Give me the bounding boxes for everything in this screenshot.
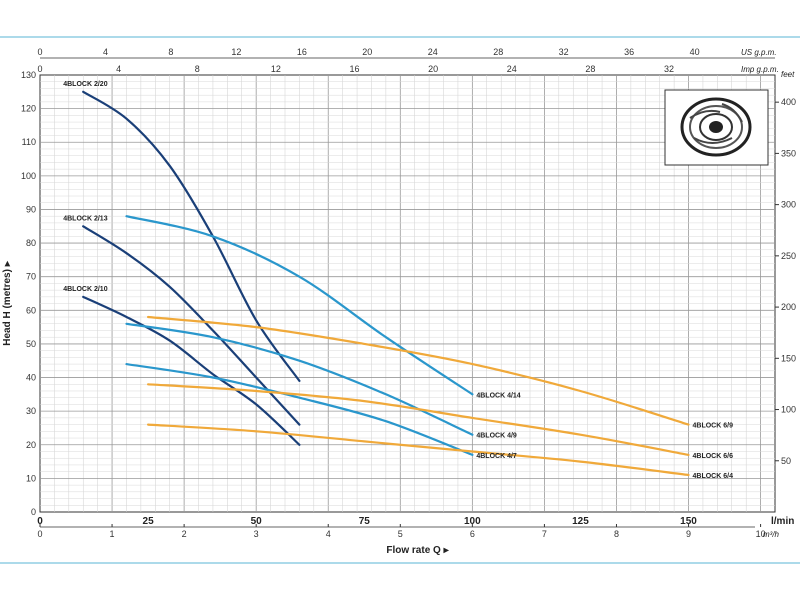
curve-4block-2-13 (82, 225, 301, 426)
imp-gpm-tick-label: 4 (116, 64, 121, 74)
curve-4block-2-20 (82, 90, 301, 382)
imp-gpm-tick-label: 12 (271, 64, 281, 74)
curve-label: 4BLOCK 6/9 (693, 423, 734, 430)
m3h-tick-label: 8 (614, 529, 619, 539)
y-tick-label: 10 (26, 473, 36, 483)
m3h-tick-label: 9 (686, 529, 691, 539)
y-right-tick-label: 250 (781, 251, 796, 261)
imp-gpm-tick-label: 8 (195, 64, 200, 74)
us-gpm-tick-label: 0 (37, 47, 42, 57)
curve-4block-4-9 (125, 322, 474, 436)
m3h-tick-label: 3 (254, 529, 259, 539)
curve-label: 4BLOCK 4/14 (476, 392, 520, 399)
y-right-tick-label: 100 (781, 405, 796, 415)
m3h-unit: m³/h (763, 530, 780, 539)
plot-frame (39, 74, 776, 513)
imp-gpm-tick-label: 28 (585, 64, 595, 74)
m3h-tick-label: 0 (37, 529, 42, 539)
curve-4block-4-14 (125, 215, 474, 396)
imp-gpm-tick-label: 24 (507, 64, 517, 74)
axes: 0102030405060708090100110120130501001502… (2, 47, 796, 556)
x-tick-label: 25 (143, 516, 155, 527)
x-tick-label: 100 (464, 516, 481, 527)
x-axis-title: Flow rate Q ▸ (386, 545, 449, 556)
y-tick-label: 130 (21, 70, 36, 80)
m3h-tick-label: 4 (326, 529, 331, 539)
curve-label: 4BLOCK 4/7 (476, 453, 517, 460)
y-right-tick-label: 350 (781, 148, 796, 158)
m3h-tick-label: 1 (110, 529, 115, 539)
m3h-tick-label: 6 (470, 529, 475, 539)
y-tick-label: 80 (26, 238, 36, 248)
us-gpm-tick-label: 32 (559, 47, 569, 57)
curve-4block-6-6 (147, 383, 690, 456)
y-tick-label: 110 (22, 137, 36, 147)
us-gpm-tick-label: 20 (362, 47, 372, 57)
y-tick-label: 120 (21, 104, 36, 114)
curve-4block-2-10 (82, 295, 301, 446)
y-tick-label: 90 (26, 204, 36, 214)
y-tick-label: 0 (31, 507, 36, 517)
curve-4block-4-7 (125, 363, 474, 456)
y-right-unit: feet (781, 70, 795, 79)
impeller-icon (664, 89, 769, 166)
curve-label: 4BLOCK 6/6 (693, 453, 734, 460)
y-right-tick-label: 400 (781, 97, 796, 107)
m3h-tick-label: 10 (756, 529, 766, 539)
us-gpm-unit: US g.p.m. (741, 48, 777, 57)
x-unit-lmin: l/min (771, 516, 794, 527)
imp-gpm-tick-label: 20 (428, 64, 438, 74)
y-right-tick-label: 200 (781, 302, 796, 312)
curve-4block-6-4 (147, 423, 690, 477)
us-gpm-tick-label: 36 (624, 47, 634, 57)
y-tick-label: 60 (26, 305, 36, 315)
x-tick-label: 50 (251, 516, 263, 527)
y-right-tick-label: 50 (781, 456, 791, 466)
us-gpm-tick-label: 8 (168, 47, 173, 57)
us-gpm-tick-label: 40 (690, 47, 700, 57)
m3h-tick-label: 2 (182, 529, 187, 539)
x-tick-label: 75 (359, 516, 371, 527)
us-gpm-tick-label: 4 (103, 47, 108, 57)
y-tick-label: 20 (26, 440, 36, 450)
imp-gpm-tick-label: 32 (664, 64, 674, 74)
us-gpm-tick-label: 12 (231, 47, 241, 57)
x-tick-label: 0 (37, 516, 43, 527)
imp-gpm-unit: Imp g.p.m. (741, 65, 779, 74)
imp-gpm-tick-label: 16 (349, 64, 359, 74)
x-tick-label: 150 (680, 516, 697, 527)
y-right-tick-label: 150 (781, 353, 796, 363)
curves (82, 90, 690, 477)
curve-4block-6-9 (147, 315, 690, 426)
m3h-tick-label: 5 (398, 529, 403, 539)
y-tick-label: 30 (26, 406, 36, 416)
m3h-tick-label: 7 (542, 529, 547, 539)
curve-label: 4BLOCK 2/13 (63, 215, 107, 222)
us-gpm-tick-label: 16 (297, 47, 307, 57)
us-gpm-tick-label: 24 (428, 47, 438, 57)
y-tick-label: 70 (26, 272, 36, 282)
us-gpm-tick-label: 28 (493, 47, 503, 57)
curve-labels: 4BLOCK 2/20 4BLOCK 2/13 4BLOCK 2/10 4BLOCK … (63, 81, 733, 480)
y-tick-label: 100 (21, 171, 36, 181)
curve-label: 4BLOCK 2/10 (63, 286, 107, 293)
imp-gpm-tick-label: 0 (37, 64, 42, 74)
y-right-tick-label: 300 (781, 200, 796, 210)
grid (39, 74, 776, 513)
y-tick-label: 40 (26, 373, 36, 383)
curve-label: 4BLOCK 2/20 (63, 81, 107, 88)
y-axis-title: Head H (metres) ▸ (2, 260, 13, 345)
curve-label: 4BLOCK 6/4 (693, 473, 734, 480)
curve-label: 4BLOCK 4/9 (476, 433, 517, 440)
y-tick-label: 50 (26, 339, 36, 349)
x-tick-label: 125 (572, 516, 589, 527)
